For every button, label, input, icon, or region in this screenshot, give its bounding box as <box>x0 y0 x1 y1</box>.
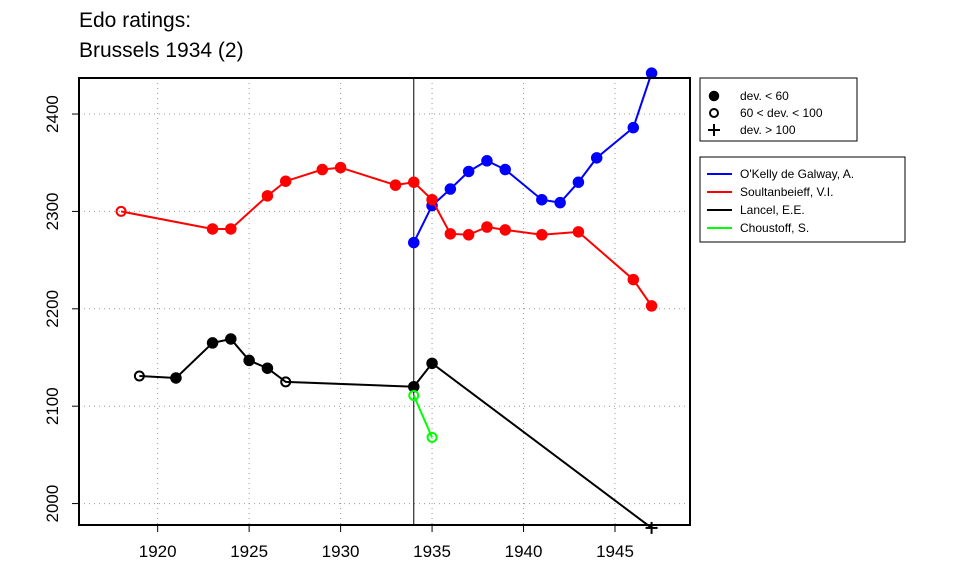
data-point <box>225 333 237 345</box>
series-layer <box>115 67 658 534</box>
legend-label: dev. < 60 <box>740 89 789 103</box>
data-point <box>279 175 292 187</box>
legend-label: Soultanbeieff, V.I. <box>740 185 833 199</box>
y-tick-label: 2400 <box>43 95 62 133</box>
data-point <box>462 229 475 241</box>
data-point <box>627 121 640 134</box>
data-point <box>444 183 457 195</box>
deviation-legend-box <box>699 77 858 142</box>
data-point <box>225 223 237 235</box>
data-point <box>206 223 219 235</box>
data-point <box>261 190 274 202</box>
x-tick-label: 1925 <box>230 542 268 561</box>
legend-label: Choustoff, S. <box>740 221 809 235</box>
data-point <box>408 236 420 249</box>
data-point <box>572 226 585 238</box>
x-tick-label: 1945 <box>596 542 634 561</box>
data-point <box>499 224 511 236</box>
x-tick-label: 1930 <box>322 542 360 561</box>
title-line-2: Brussels 1934 (2) <box>79 39 244 62</box>
data-point <box>243 354 255 367</box>
deviation-legend: dev. < 60 60 < dev. < 100 dev. > 100 <box>699 77 858 142</box>
plot-frame <box>78 77 691 526</box>
data-point <box>133 370 145 382</box>
series-2 <box>133 333 658 534</box>
data-point <box>536 229 548 241</box>
data-point <box>645 300 658 312</box>
data-point <box>426 193 438 206</box>
series-line <box>120 166 653 307</box>
data-point <box>462 165 475 178</box>
series-line <box>412 72 653 244</box>
data-point <box>536 193 548 206</box>
axes: 1920 1925 1930 1935 1940 1945 2000 2100 2200 2300… <box>43 95 634 561</box>
legend-label: 60 < dev. < 100 <box>740 106 823 120</box>
data-point <box>408 176 420 188</box>
data-point <box>408 389 420 401</box>
data-point <box>481 155 493 167</box>
data-point <box>261 362 274 374</box>
data-point <box>554 196 566 209</box>
x-tick-label: 1940 <box>505 542 543 561</box>
grid <box>79 78 690 525</box>
y-tick-label: 2100 <box>43 387 62 425</box>
data-point <box>316 163 329 176</box>
data-point <box>334 161 347 174</box>
legend-label: O'Kelly de Galway, A. <box>740 167 854 181</box>
x-tick-label: 1920 <box>139 542 177 561</box>
data-point <box>627 273 640 286</box>
series-line <box>412 395 433 438</box>
legend-label: dev. > 100 <box>740 123 796 137</box>
series-0 <box>408 67 658 249</box>
data-point <box>170 372 182 384</box>
data-point <box>444 228 457 240</box>
y-tick-label: 2000 <box>43 485 62 523</box>
y-tick-label: 2300 <box>43 193 62 231</box>
data-point <box>708 90 720 102</box>
series-legend: O'Kelly de Galway, A. Soultanbeieff, V.I.… <box>699 156 906 243</box>
data-point <box>572 176 585 188</box>
series-3 <box>408 389 438 443</box>
data-point <box>645 67 658 79</box>
data-point <box>426 431 438 443</box>
data-point <box>645 521 658 534</box>
data-point <box>115 205 127 217</box>
data-point <box>481 221 493 233</box>
series-1 <box>115 161 658 312</box>
x-tick-label: 1935 <box>413 542 451 561</box>
series-legend-box <box>699 156 906 243</box>
data-point <box>709 108 719 118</box>
legend-label: Lancel, E.E. <box>740 203 805 217</box>
data-point <box>426 357 438 370</box>
data-point <box>590 152 603 164</box>
data-point <box>389 179 402 191</box>
series-line <box>139 337 653 529</box>
title-line-1: Edo ratings: <box>79 9 192 32</box>
data-point <box>280 376 292 388</box>
data-point <box>708 124 720 136</box>
chart-title: Edo ratings: Brussels 1934 (2) <box>79 6 244 66</box>
data-point <box>206 337 219 349</box>
y-tick-label: 2200 <box>43 290 62 328</box>
data-point <box>499 163 511 176</box>
